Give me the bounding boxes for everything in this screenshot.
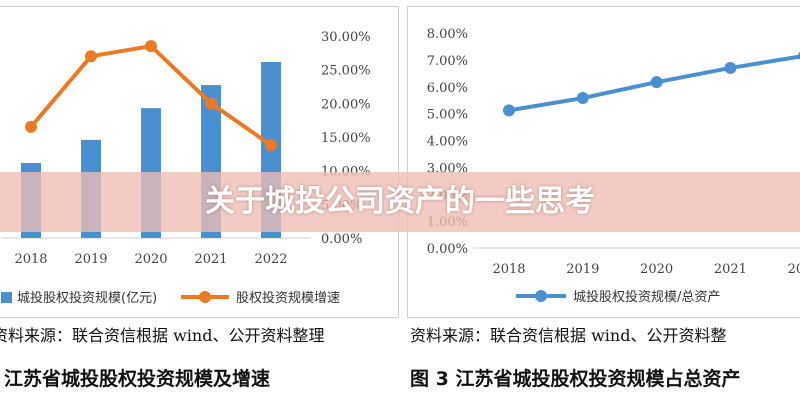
legend-label: 城投股权投资规模/总资产: [573, 289, 720, 305]
chart-frame: 0.00%5.00%10.00%15.00%20.00%25.00%30.00%…: [0, 6, 399, 318]
banner-title: 关于城投公司资产的一些思考: [205, 184, 595, 219]
legend-marker: [535, 290, 547, 302]
line-point: [25, 120, 37, 133]
y-tick-label: 0.00%: [427, 242, 468, 257]
figure-caption: 江苏省城投股权投资规模及增速: [4, 368, 271, 390]
x-tick-label: 2018: [14, 252, 47, 267]
legend-label: 城投股权投资规模(亿元): [17, 290, 157, 306]
chart-frame: 0.00%1.00%2.00%3.00%4.00%5.00%6.00%7.00%…: [407, 6, 800, 318]
y-right-tick-label: 0.00%: [321, 232, 362, 247]
line-point: [650, 76, 663, 89]
y-tick-label: 5.00%: [427, 108, 468, 123]
y-tick-label: 4.00%: [427, 135, 468, 150]
line-point: [85, 50, 97, 63]
source-note: 资料来源：联合资信根据 wind、公开资料整: [410, 326, 727, 345]
line-point: [724, 61, 737, 74]
line-point: [145, 40, 157, 53]
y-right-tick-label: 25.00%: [321, 64, 371, 79]
line-point: [205, 97, 217, 110]
x-tick-label: 2019: [74, 252, 107, 267]
x-tick-label: 2021: [194, 252, 227, 267]
source-note: 资料来源：联合资信根据 wind、公开资料整理: [0, 326, 325, 345]
legend-label: 股权投资规模增速: [236, 290, 340, 306]
line-point: [265, 139, 277, 152]
x-tick-label: 2022: [254, 252, 287, 267]
y-tick-label: 6.00%: [427, 81, 468, 96]
x-tick-label: 2021: [714, 262, 747, 277]
chart-panel-right: 0.00%1.00%2.00%3.00%4.00%5.00%6.00%7.00%…: [400, 0, 800, 400]
y-right-tick-label: 30.00%: [321, 30, 371, 45]
legend-marker: [199, 291, 211, 303]
y-tick-label: 7.00%: [427, 54, 468, 69]
x-tick-label: 2022: [788, 262, 800, 277]
x-tick-label: 2020: [640, 262, 673, 277]
x-tick-label: 2018: [492, 262, 525, 277]
line-point: [576, 92, 589, 105]
y-right-tick-label: 20.00%: [321, 97, 371, 112]
figure-caption: 图 3 江苏省城投股权投资规模占总资产: [410, 368, 741, 390]
y-right-tick-label: 15.00%: [321, 131, 371, 146]
legend-swatch-bar: [1, 292, 12, 303]
x-tick-label: 2019: [566, 262, 599, 277]
line-chart: 0.00%1.00%2.00%3.00%4.00%5.00%6.00%7.00%…: [427, 27, 800, 305]
y-tick-label: 8.00%: [427, 27, 468, 42]
combo-chart: 0.00%5.00%10.00%15.00%20.00%25.00%30.00%…: [1, 30, 371, 306]
x-tick-label: 2020: [134, 252, 167, 267]
line-point: [503, 104, 515, 117]
title-banner: [0, 172, 800, 232]
